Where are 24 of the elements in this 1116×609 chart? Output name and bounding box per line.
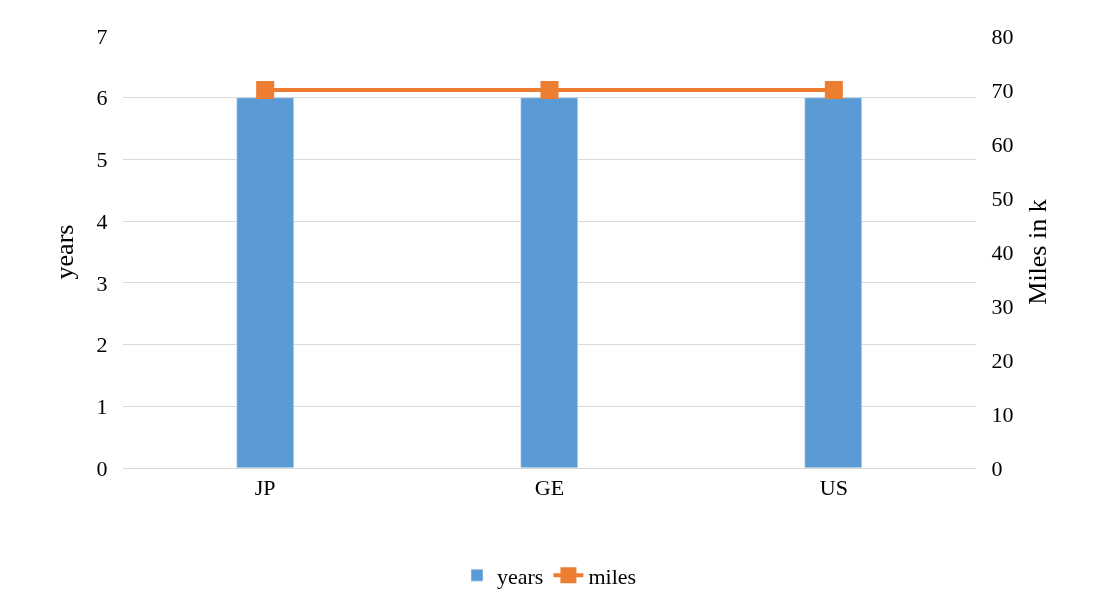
y2-tick-label: 60 xyxy=(991,131,1014,157)
y2-tick-label: 10 xyxy=(991,401,1014,427)
y2-tick-label: 0 xyxy=(991,455,1003,481)
y-tick-label: 7 xyxy=(96,23,108,49)
x-tick-label: JP xyxy=(254,475,276,501)
y-tick-label: 5 xyxy=(96,147,108,173)
y-tick-label: 1 xyxy=(96,393,108,419)
y2-tick-label: 50 xyxy=(991,185,1014,211)
x-tick-label: US xyxy=(819,475,848,501)
y-tick-label: 0 xyxy=(96,455,108,481)
y2-tick-label: 80 xyxy=(991,23,1014,49)
y2-axis-title: Miles in k xyxy=(1023,199,1053,305)
legend-label: miles xyxy=(588,563,637,589)
y-tick-label: 6 xyxy=(96,85,108,111)
y2-tick-label: 40 xyxy=(991,239,1014,265)
y-tick-label: 4 xyxy=(96,208,108,234)
y-tick-label: 2 xyxy=(96,332,108,358)
legend-label: years xyxy=(497,563,544,589)
y2-tick-label: 70 xyxy=(991,77,1014,103)
y2-tick-label: 20 xyxy=(991,347,1014,373)
y2-tick-label: 30 xyxy=(991,293,1014,319)
x-tick-label: GE xyxy=(534,475,565,501)
y-axis-title: years xyxy=(50,224,79,280)
y-tick-label: 3 xyxy=(96,270,108,296)
